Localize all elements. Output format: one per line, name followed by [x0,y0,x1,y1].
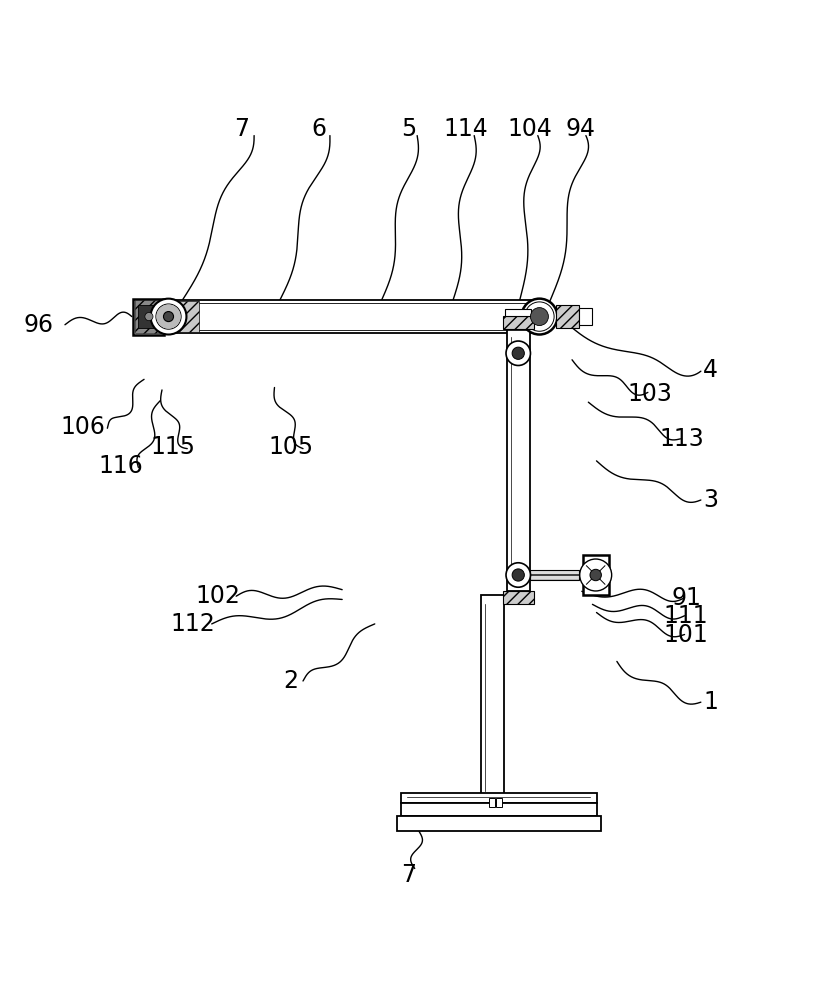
Bar [133,299,164,335]
Text: 105: 105 [268,435,313,459]
Circle shape [580,559,612,591]
Bar [555,305,578,328]
Wedge shape [156,304,181,329]
Bar [578,308,591,325]
Circle shape [506,563,530,587]
Circle shape [164,312,173,322]
Bar [489,798,495,807]
Text: 111: 111 [664,604,708,628]
Circle shape [156,304,181,329]
Text: 96: 96 [23,313,53,337]
Text: 94: 94 [565,117,596,141]
Bar [530,570,579,580]
Text: 1: 1 [703,690,718,714]
Text: 101: 101 [663,623,708,647]
Bar [481,595,504,799]
Bar [397,816,600,831]
Bar [401,793,596,803]
Text: 91: 91 [672,586,701,610]
Text: 102: 102 [195,584,240,608]
Circle shape [525,302,554,331]
Text: 104: 104 [507,117,552,141]
Text: 103: 103 [627,382,672,406]
Circle shape [506,341,530,365]
Circle shape [151,299,187,335]
Circle shape [145,312,153,321]
Text: 106: 106 [61,415,106,439]
Text: 7: 7 [402,863,416,887]
Text: 3: 3 [703,488,718,512]
Bar [507,333,519,587]
Circle shape [522,299,557,335]
Text: 2: 2 [283,669,299,693]
Bar [497,798,502,807]
Bar [135,300,163,333]
Text: 112: 112 [171,612,215,636]
Text: 115: 115 [150,435,195,459]
Bar [503,316,533,329]
Circle shape [530,308,548,326]
Text: 113: 113 [660,427,704,451]
Bar [503,591,533,604]
Bar [401,803,596,816]
Bar [582,555,609,595]
Text: 7: 7 [235,117,249,141]
Text: 114: 114 [443,117,488,141]
Text: 116: 116 [99,454,144,478]
Circle shape [590,569,601,581]
Circle shape [512,347,524,359]
Text: 4: 4 [703,358,718,382]
Text: 6: 6 [312,117,327,141]
Bar [481,599,492,795]
Text: 5: 5 [402,117,416,141]
Circle shape [512,569,524,581]
Bar [164,300,539,333]
Bar [138,305,160,328]
Bar [506,309,531,316]
Bar [174,301,199,332]
Bar [507,329,529,591]
